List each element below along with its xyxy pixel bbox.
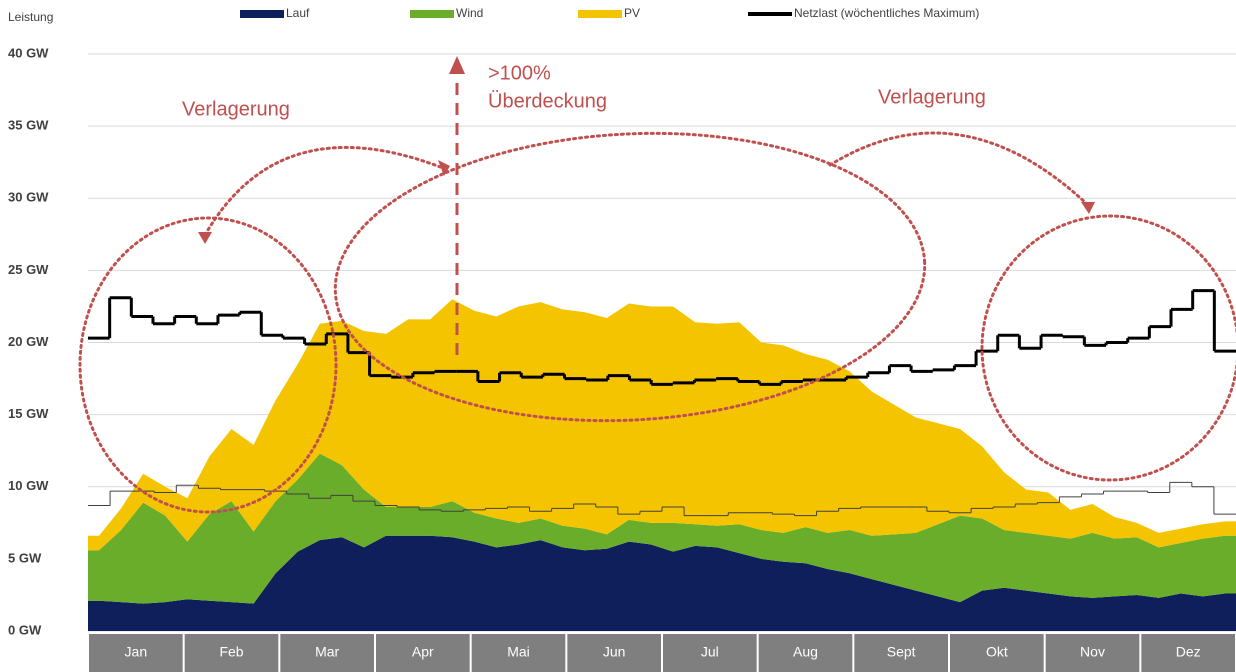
month-box [1045,634,1140,672]
y-tick-label: 30 GW [8,190,49,205]
month-box [567,634,661,672]
x-tick-label: Aug [793,644,818,660]
legend-swatch [240,10,284,18]
arrowhead [449,56,465,74]
y-tick-label: 25 GW [8,262,49,277]
month-box [950,634,1044,672]
annotation: Verlagerung [182,98,290,120]
x-tick-label: Okt [986,644,1008,660]
month-box [1141,634,1235,672]
y-tick-label: 15 GW [8,406,49,421]
y-tick-label: 35 GW [8,118,49,133]
month-box [758,634,853,672]
arrow [203,145,445,237]
annotation: Verlagerung [878,86,986,108]
x-tick-label: Feb [219,644,243,660]
arrowhead [1081,202,1095,214]
arrowheads [198,56,1095,244]
x-tick-label: Dez [1176,644,1201,660]
y-tick-label: 10 GW [8,478,49,493]
arrow [828,131,1090,207]
month-box [89,634,183,672]
legend-swatch [578,10,622,18]
annotation: >100% [488,62,551,84]
x-tick-label: Apr [412,644,434,660]
ellipse [78,216,338,514]
arrowhead [198,232,212,244]
y-tick-label: 5 GW [8,550,42,565]
x-tick-label: Nov [1080,644,1105,660]
legend-swatch [748,12,792,16]
legend-label: Netzlast (wöchentliches Maximum) [794,6,979,20]
ellipse [333,131,927,423]
area [88,453,1236,604]
x-tick-label: Jan [125,644,148,660]
month-box [471,634,566,672]
area [88,535,1236,631]
legend-swatch [410,10,454,18]
month-box [663,634,757,672]
y-tick-label: 20 GW [8,334,49,349]
ellipse [980,214,1236,482]
x-tick-label: Jun [603,644,626,660]
month-box [376,634,470,672]
y-axis-label: Leistung [8,10,53,24]
legend-label: Lauf [286,6,310,20]
month-box [184,634,279,672]
legend-label: PV [624,6,640,20]
month-box [854,634,948,672]
x-tick-label: Jul [701,644,719,660]
x-tick-label: Mar [315,644,339,660]
legend-label: Wind [456,6,483,20]
x-tick-label: Sept [887,644,916,660]
x-tick-label: Mai [507,644,530,660]
annotation: Überdeckung [488,90,607,112]
y-tick-label: 40 GW [8,45,49,60]
y-tick-label: 0 GW [8,622,42,637]
month-box [280,634,374,672]
arrowhead [438,160,450,176]
area [88,299,1236,551]
